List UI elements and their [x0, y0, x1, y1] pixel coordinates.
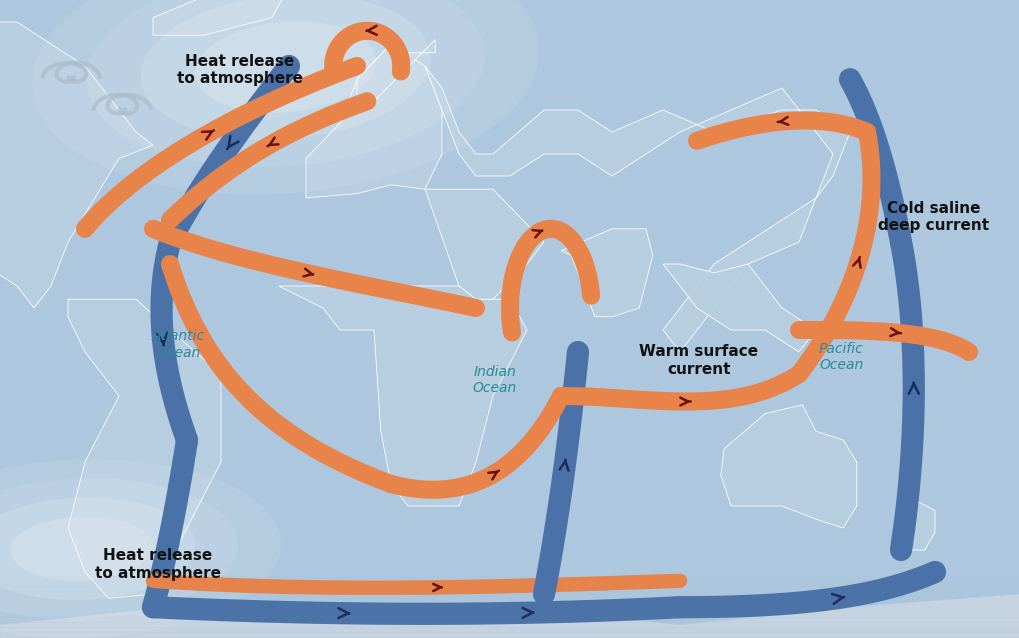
Polygon shape [425, 66, 849, 352]
Text: Pacific
Ocean: Pacific Ocean [818, 342, 863, 373]
Text: Cold saline
deep current: Cold saline deep current [877, 201, 987, 233]
Polygon shape [0, 22, 153, 308]
Ellipse shape [87, 0, 484, 167]
Polygon shape [0, 594, 1019, 638]
Ellipse shape [0, 498, 196, 600]
Ellipse shape [195, 21, 376, 113]
Polygon shape [357, 40, 435, 101]
Polygon shape [720, 404, 856, 528]
Ellipse shape [0, 459, 281, 638]
Polygon shape [306, 44, 441, 198]
Text: Warm surface
current: Warm surface current [639, 345, 757, 376]
Ellipse shape [0, 478, 238, 619]
Ellipse shape [141, 0, 430, 140]
Text: Heat release
to atmosphere: Heat release to atmosphere [176, 54, 303, 86]
Ellipse shape [10, 517, 153, 581]
Polygon shape [560, 229, 652, 317]
Polygon shape [425, 189, 543, 299]
Text: Indian
Ocean: Indian Ocean [472, 364, 517, 395]
Ellipse shape [32, 0, 539, 195]
Polygon shape [662, 264, 815, 352]
Polygon shape [153, 0, 288, 35]
Polygon shape [907, 501, 934, 550]
Polygon shape [278, 286, 527, 506]
Text: Heat release
to atmosphere: Heat release to atmosphere [95, 549, 221, 581]
Polygon shape [68, 299, 221, 598]
Text: Atlantic
Ocean: Atlantic Ocean [152, 329, 205, 360]
